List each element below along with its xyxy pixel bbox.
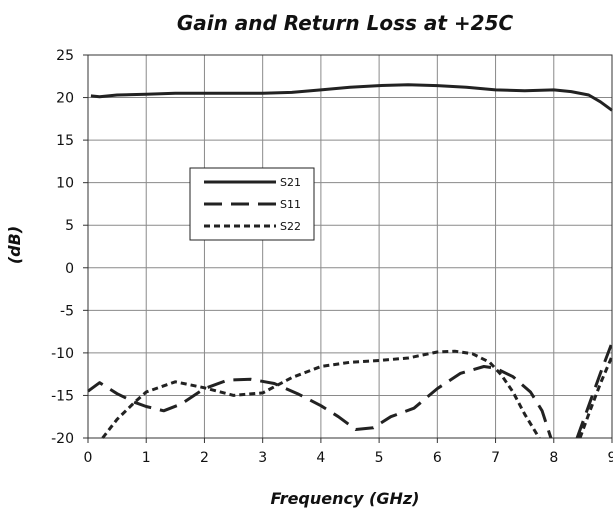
series-line-s21 bbox=[90, 83, 613, 112]
x-tick-label: 2 bbox=[200, 450, 209, 466]
y-tick-label: -15 bbox=[51, 388, 74, 404]
x-tick-label: 4 bbox=[316, 450, 325, 466]
x-tick-label: 8 bbox=[549, 450, 558, 466]
x-tick-label: 3 bbox=[258, 450, 267, 466]
series-line-s22 bbox=[101, 349, 541, 439]
y-tick-label: -10 bbox=[51, 346, 74, 362]
x-axis-label: Frequency (GHz) bbox=[271, 489, 420, 508]
y-tick-label: 25 bbox=[56, 48, 74, 64]
plot-frame bbox=[87, 54, 613, 439]
legend-label: S11 bbox=[280, 198, 301, 211]
series-layer bbox=[87, 83, 613, 439]
y-tick-label: 20 bbox=[56, 91, 74, 107]
chart-title: Gain and Return Loss at +25C bbox=[177, 11, 514, 35]
legend-label: S22 bbox=[280, 220, 301, 233]
y-tick-label: 5 bbox=[65, 218, 74, 234]
y-tick-label: 0 bbox=[65, 261, 74, 277]
ticks: 0 1 2 3 4 5 6 7 8 9 25 20 15 10 5 0 -5 -10 -15 -20 bbox=[51, 48, 613, 466]
series-line-s22 bbox=[578, 355, 613, 439]
legend: S21 S11 S22 bbox=[189, 167, 315, 241]
y-tick-label: 10 bbox=[56, 176, 74, 192]
x-tick-label: 5 bbox=[375, 450, 384, 466]
y-tick-label: 15 bbox=[56, 133, 74, 149]
legend-label: S21 bbox=[280, 176, 301, 189]
x-tick-label: 7 bbox=[491, 450, 500, 466]
series-line-s11 bbox=[87, 365, 553, 439]
y-axis-label: (dB) bbox=[5, 226, 24, 264]
x-tick-label: 1 bbox=[142, 450, 151, 466]
y-tick-label: -20 bbox=[51, 431, 74, 447]
x-tick-label: 9 bbox=[608, 450, 613, 466]
x-tick-label: 6 bbox=[433, 450, 442, 466]
x-tick-label: 0 bbox=[84, 450, 93, 466]
grid bbox=[87, 54, 613, 439]
series-line-s11 bbox=[575, 342, 613, 439]
y-tick-label: -5 bbox=[60, 303, 74, 319]
